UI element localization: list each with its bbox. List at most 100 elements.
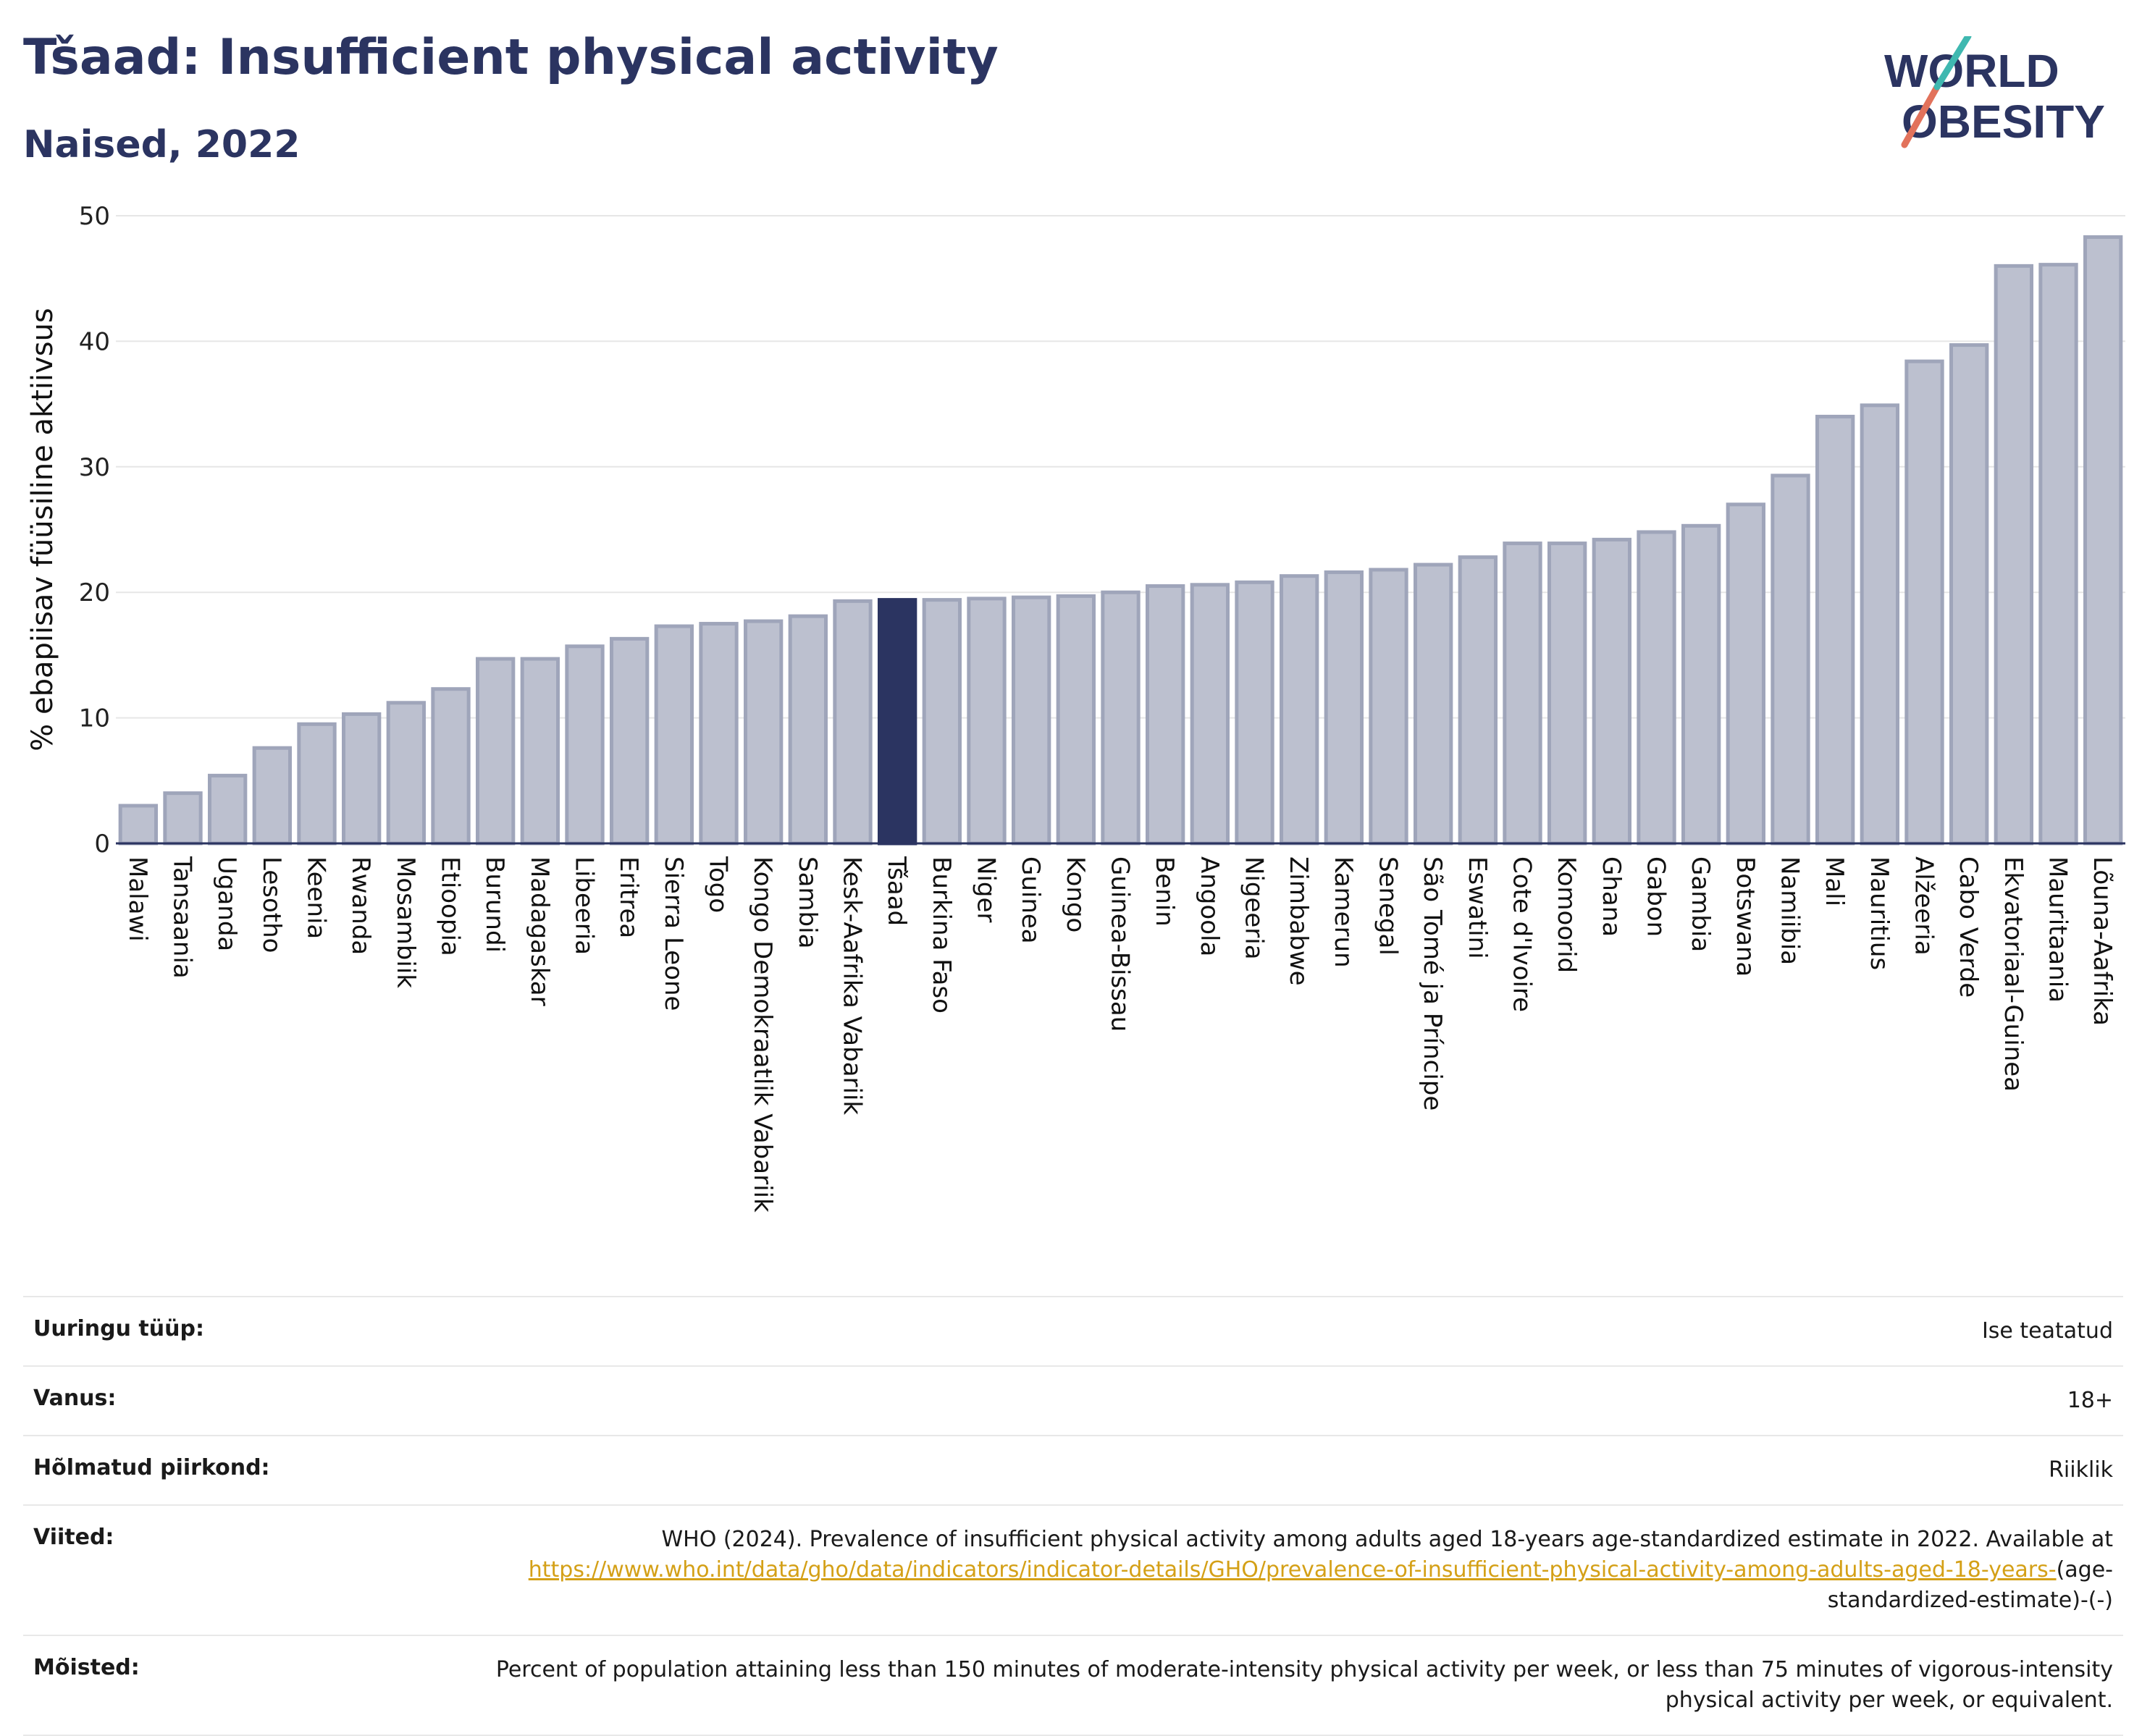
- x-tick-label: Komoorid: [1552, 856, 1581, 973]
- bar-lesotho: [252, 746, 292, 846]
- bar-malawi: [118, 804, 159, 846]
- x-tick-label: Gabon: [1642, 856, 1671, 937]
- bar-rwanda: [342, 712, 382, 846]
- x-tick-label: Niger: [972, 856, 1001, 922]
- x-tick-label: Cote d'Ivoire: [1508, 856, 1537, 1012]
- bar-mauritaania: [2038, 263, 2078, 846]
- x-tick-label: Kongo Demokraatlik Vabariik: [748, 856, 777, 1213]
- page-subtitle: Naised, 2022: [23, 123, 301, 167]
- x-tick-label: Eswatini: [1463, 856, 1492, 959]
- bar-keenia: [297, 722, 337, 846]
- x-tick-label: Eritrea: [614, 856, 643, 938]
- bar-ghana: [1592, 537, 1632, 846]
- meta-value: 18+: [410, 1386, 2113, 1416]
- x-tick-label: Uganda: [212, 856, 241, 951]
- meta-row: Hõlmatud piirkond: Riiklik: [23, 1435, 2123, 1504]
- meta-value-text: Riiklik: [2049, 1457, 2113, 1483]
- world-obesity-logo: WORLD OBESITY: [1884, 36, 2105, 148]
- bar-s-o-tom-ja-pr-ncipe: [1414, 562, 1453, 846]
- bar-guinea-bissau: [1101, 590, 1141, 846]
- meta-row: Mõisted: Percent of population attaining …: [23, 1635, 2123, 1736]
- x-tick-label: Kamerun: [1329, 856, 1358, 968]
- x-tick-label: Nigeeria: [1240, 856, 1269, 960]
- bar-uganda: [208, 773, 248, 846]
- x-tick-label: Tšaad: [882, 856, 911, 926]
- bar-botswana: [1726, 502, 1766, 846]
- bar-benin: [1146, 584, 1185, 846]
- reference-suffix: (age-standardized-estimate)-(-): [1827, 1557, 2113, 1613]
- bar-cabo-verde: [1949, 343, 1989, 846]
- x-tick-labels: Malawi Tansaania Uganda Lesotho Keenia Rwanda…: [123, 856, 2117, 1213]
- x-tick-label: Ekvatoriaal-Guinea: [1999, 856, 2028, 1092]
- meta-value-text: WHO (2024). Prevalence of insufficient p…: [661, 1527, 2113, 1552]
- bar-senegal: [1369, 568, 1408, 846]
- x-tick-label: Sierra Leone: [659, 856, 688, 1011]
- x-tick-label: Rwanda: [346, 856, 375, 955]
- x-tick-label: Tansaania: [168, 856, 197, 979]
- bar-t-aad: [878, 598, 917, 846]
- bar-komoorid: [1547, 542, 1587, 846]
- metadata-table: Uuringu tüüp: Ise teatatud Vanus: 18+ Hõlmat…: [23, 1296, 2123, 1736]
- logo-slash-teal: [1933, 36, 1972, 90]
- x-tick-label: Burkina Faso: [927, 856, 956, 1014]
- bar-niger: [967, 597, 1007, 846]
- meta-label: Hõlmatud piirkond:: [33, 1455, 270, 1480]
- x-tick-label: Zimbabwe: [1284, 856, 1313, 986]
- bar-angoola: [1190, 583, 1230, 846]
- x-tick-label: Guinea: [1016, 856, 1045, 944]
- x-tick-label: Lesotho: [257, 856, 286, 953]
- meta-value: Riiklik: [410, 1455, 2113, 1486]
- bar-burkina-faso: [922, 598, 962, 846]
- x-tick-label: Togo: [704, 856, 733, 913]
- meta-value: Percent of population attaining less tha…: [410, 1655, 2113, 1716]
- logo-line1: WORLD: [1884, 45, 2059, 97]
- x-tick-label: Sambia: [793, 856, 822, 948]
- x-tick-label: Libeeria: [570, 856, 599, 955]
- meta-value-text: Ise teatatud: [1981, 1318, 2113, 1344]
- x-tick-label: Lõuna-Aafrika: [2088, 856, 2117, 1026]
- bar-kongo: [1056, 594, 1096, 846]
- x-tick-label: Kesk-Aafrika Vabariik: [838, 856, 867, 1115]
- bar-chart: 0 10 20 30 40 50 Malawi Tansaania Uganda Lesotho…: [26, 202, 2125, 1213]
- y-tick-label: 40: [79, 327, 110, 356]
- meta-value: Ise teatatud: [410, 1316, 2113, 1347]
- bar-mali: [1815, 414, 1855, 846]
- bar-etioopia: [431, 687, 471, 846]
- bar-mauritius: [1860, 403, 1900, 846]
- y-tick-label: 10: [79, 704, 110, 733]
- x-tick-label: Botswana: [1731, 856, 1760, 977]
- bar-kesk-aafrika-vabariik: [833, 599, 873, 846]
- y-tick-labels: 0 10 20 30 40 50: [79, 202, 110, 859]
- page-title: Tšaad: Insufficient physical activity: [23, 29, 999, 86]
- x-tick-label: São Tomé ja Príncipe: [1418, 856, 1447, 1111]
- bar-gabon: [1637, 530, 1676, 846]
- logo-line2: OBESITY: [1902, 96, 2105, 148]
- reference-link[interactable]: https://www.who.int/data/gho/data/indica…: [528, 1557, 2057, 1583]
- bars: [118, 235, 2123, 846]
- bar-l-una-aafrika: [2083, 235, 2123, 846]
- x-tick-label: Ghana: [1597, 856, 1626, 937]
- bar-eritrea: [610, 636, 650, 846]
- y-tick-label: 0: [94, 830, 110, 859]
- x-tick-label: Keenia: [302, 856, 331, 939]
- y-tick-label: 20: [79, 578, 110, 607]
- x-tick-label: Malawi: [123, 856, 152, 942]
- x-tick-label: Gambia: [1686, 856, 1715, 952]
- x-tick-label: Burundi: [480, 856, 509, 953]
- bar-al-eeria: [1904, 359, 1944, 846]
- x-tick-label: Angoola: [1195, 856, 1224, 956]
- y-axis-label: % ebapiisav füüsiline aktiivsus: [26, 308, 59, 751]
- bar-madagaskar: [520, 657, 560, 846]
- meta-value-text: Percent of population attaining less tha…: [495, 1657, 2113, 1713]
- y-tick-label: 30: [79, 453, 110, 482]
- bar-togo: [699, 622, 739, 846]
- bar-libeeria: [565, 644, 605, 846]
- x-tick-label: Cabo Verde: [1954, 856, 1983, 998]
- x-tick-label: Benin: [1150, 856, 1179, 927]
- logo-slash-red: [1901, 83, 1941, 148]
- bar-tansaania: [163, 791, 203, 846]
- meta-label: Vanus:: [33, 1386, 117, 1411]
- bar-kamerun: [1324, 570, 1364, 846]
- bar-mosambiik: [386, 701, 427, 846]
- meta-value: WHO (2024). Prevalence of insufficient p…: [410, 1525, 2113, 1616]
